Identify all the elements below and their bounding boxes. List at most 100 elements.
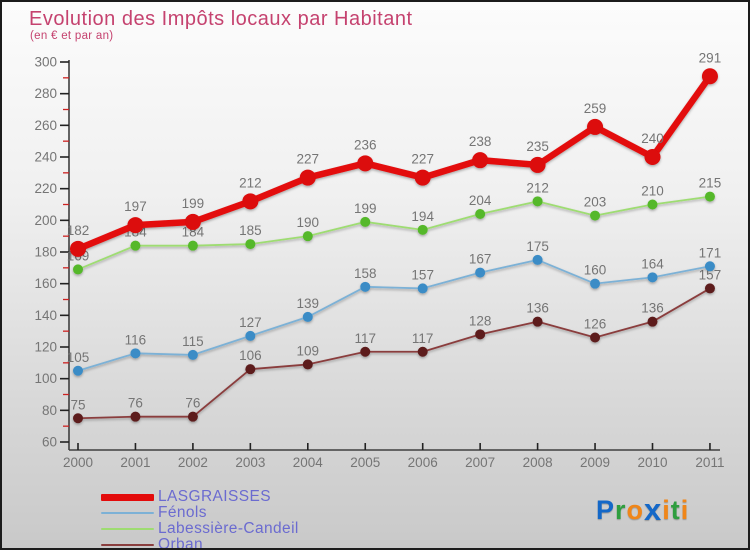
series-Labessière-Candeil	[73, 191, 715, 275]
svg-text:158: 158	[354, 266, 377, 281]
svg-text:185: 185	[239, 223, 262, 238]
svg-text:2010: 2010	[637, 455, 667, 470]
svg-text:2005: 2005	[350, 455, 380, 470]
legend: LASGRAISSES Fénols Labessière-Candeil Or…	[101, 488, 299, 550]
svg-text:215: 215	[699, 176, 722, 191]
svg-text:126: 126	[584, 317, 607, 332]
svg-text:212: 212	[239, 175, 262, 190]
series-labels-Labessière-Candeil: 169184184185190199194204212203210215	[67, 176, 721, 264]
svg-text:160: 160	[34, 276, 57, 291]
svg-text:157: 157	[411, 267, 434, 282]
svg-text:203: 203	[584, 195, 607, 210]
svg-text:116: 116	[125, 332, 147, 347]
svg-text:227: 227	[411, 152, 434, 167]
logo-letter: P	[596, 495, 616, 525]
svg-text:240: 240	[641, 131, 664, 146]
legend-swatch-lasgraisses	[101, 493, 154, 501]
svg-text:175: 175	[526, 239, 549, 254]
svg-text:259: 259	[584, 101, 607, 116]
svg-text:240: 240	[34, 150, 57, 165]
svg-text:199: 199	[354, 201, 377, 216]
logo-letter: o	[626, 495, 645, 525]
svg-text:140: 140	[34, 308, 57, 323]
svg-text:76: 76	[185, 396, 200, 411]
legend-swatch-fenols	[101, 511, 154, 515]
legend-swatch-labessiere	[101, 527, 154, 531]
svg-text:128: 128	[469, 313, 492, 328]
logo-letter: t	[670, 495, 681, 525]
svg-text:120: 120	[34, 340, 57, 355]
legend-item-fenols: Fénols	[101, 504, 299, 521]
logo-letter: i	[680, 495, 690, 525]
logo-letter: x	[644, 492, 663, 527]
series-labels-LASGRAISSES: 182 197 199 212 227 236 227 238 235 259 240 291	[67, 50, 721, 238]
series-Orban	[73, 283, 715, 424]
legend-label-labessiere: Labessière-Candeil	[158, 520, 299, 537]
svg-text:2007: 2007	[465, 455, 495, 470]
legend-item-lasgraisses: LASGRAISSES	[101, 488, 299, 505]
svg-text:2000: 2000	[63, 455, 93, 470]
svg-text:199: 199	[182, 196, 205, 211]
svg-text:197: 197	[124, 199, 147, 214]
svg-text:117: 117	[412, 331, 434, 346]
svg-text:212: 212	[526, 180, 549, 195]
svg-text:167: 167	[469, 252, 492, 267]
logo-letter: i	[662, 495, 671, 525]
svg-text:171: 171	[699, 245, 722, 260]
svg-text:75: 75	[70, 397, 85, 412]
svg-text:236: 236	[354, 137, 377, 152]
svg-text:2008: 2008	[523, 455, 553, 470]
legend-item-orban: Orban	[101, 536, 299, 550]
svg-text:2009: 2009	[580, 455, 610, 470]
proxiti-logo: Proxiti	[596, 491, 689, 527]
svg-text:190: 190	[297, 215, 320, 230]
svg-text:60: 60	[42, 435, 57, 450]
legend-label-fenols: Fénols	[158, 504, 207, 521]
svg-text:238: 238	[469, 134, 492, 149]
svg-text:100: 100	[34, 371, 57, 386]
series-labels-Orban: 75 76 76 106 109 117 117 128 136 126 136 157	[70, 267, 721, 412]
series-Fénols	[73, 254, 715, 376]
svg-text:180: 180	[34, 245, 57, 260]
line-chart: 60 80 100 120 140 160 180 200 220 240 260 280 300 200…	[34, 50, 724, 471]
legend-label-orban: Orban	[158, 536, 204, 550]
series-LASGRAISSES	[70, 68, 718, 257]
svg-text:2001: 2001	[120, 455, 150, 470]
svg-text:200: 200	[34, 213, 57, 228]
svg-text:291: 291	[699, 50, 722, 65]
svg-text:136: 136	[526, 301, 549, 316]
svg-text:105: 105	[67, 350, 90, 365]
svg-text:220: 220	[34, 181, 57, 196]
svg-text:2006: 2006	[408, 455, 438, 470]
svg-text:260: 260	[34, 118, 57, 133]
svg-text:136: 136	[641, 301, 664, 316]
svg-text:2002: 2002	[178, 455, 208, 470]
svg-text:182: 182	[67, 223, 90, 238]
svg-text:164: 164	[641, 256, 664, 271]
svg-text:184: 184	[182, 225, 205, 240]
svg-text:227: 227	[297, 152, 320, 167]
svg-text:300: 300	[34, 55, 57, 70]
svg-text:139: 139	[297, 296, 320, 311]
svg-text:109: 109	[297, 343, 320, 358]
logo-letter: r	[615, 495, 627, 525]
svg-text:194: 194	[411, 209, 434, 224]
svg-text:127: 127	[239, 315, 262, 330]
svg-text:2004: 2004	[293, 455, 324, 470]
page-subtitle: (en € et par an)	[30, 30, 114, 42]
series-labels-Fénols: 105 116 115 127 139 158 157 167 175 160 164 171	[67, 239, 721, 365]
svg-text:235: 235	[526, 139, 549, 154]
svg-text:76: 76	[128, 396, 143, 411]
svg-text:115: 115	[182, 334, 204, 349]
legend-swatch-orban	[101, 543, 154, 547]
svg-text:204: 204	[469, 193, 492, 208]
page-title: Evolution des Impôts locaux par Habitant	[29, 8, 413, 30]
axes: 60 80 100 120 140 160 180 200 220 240 260 280 300 200…	[34, 55, 724, 471]
svg-text:117: 117	[354, 331, 376, 346]
svg-text:2003: 2003	[235, 455, 265, 470]
svg-text:2011: 2011	[695, 455, 724, 470]
svg-text:157: 157	[699, 267, 722, 282]
svg-text:210: 210	[641, 184, 664, 199]
svg-text:80: 80	[42, 403, 57, 418]
